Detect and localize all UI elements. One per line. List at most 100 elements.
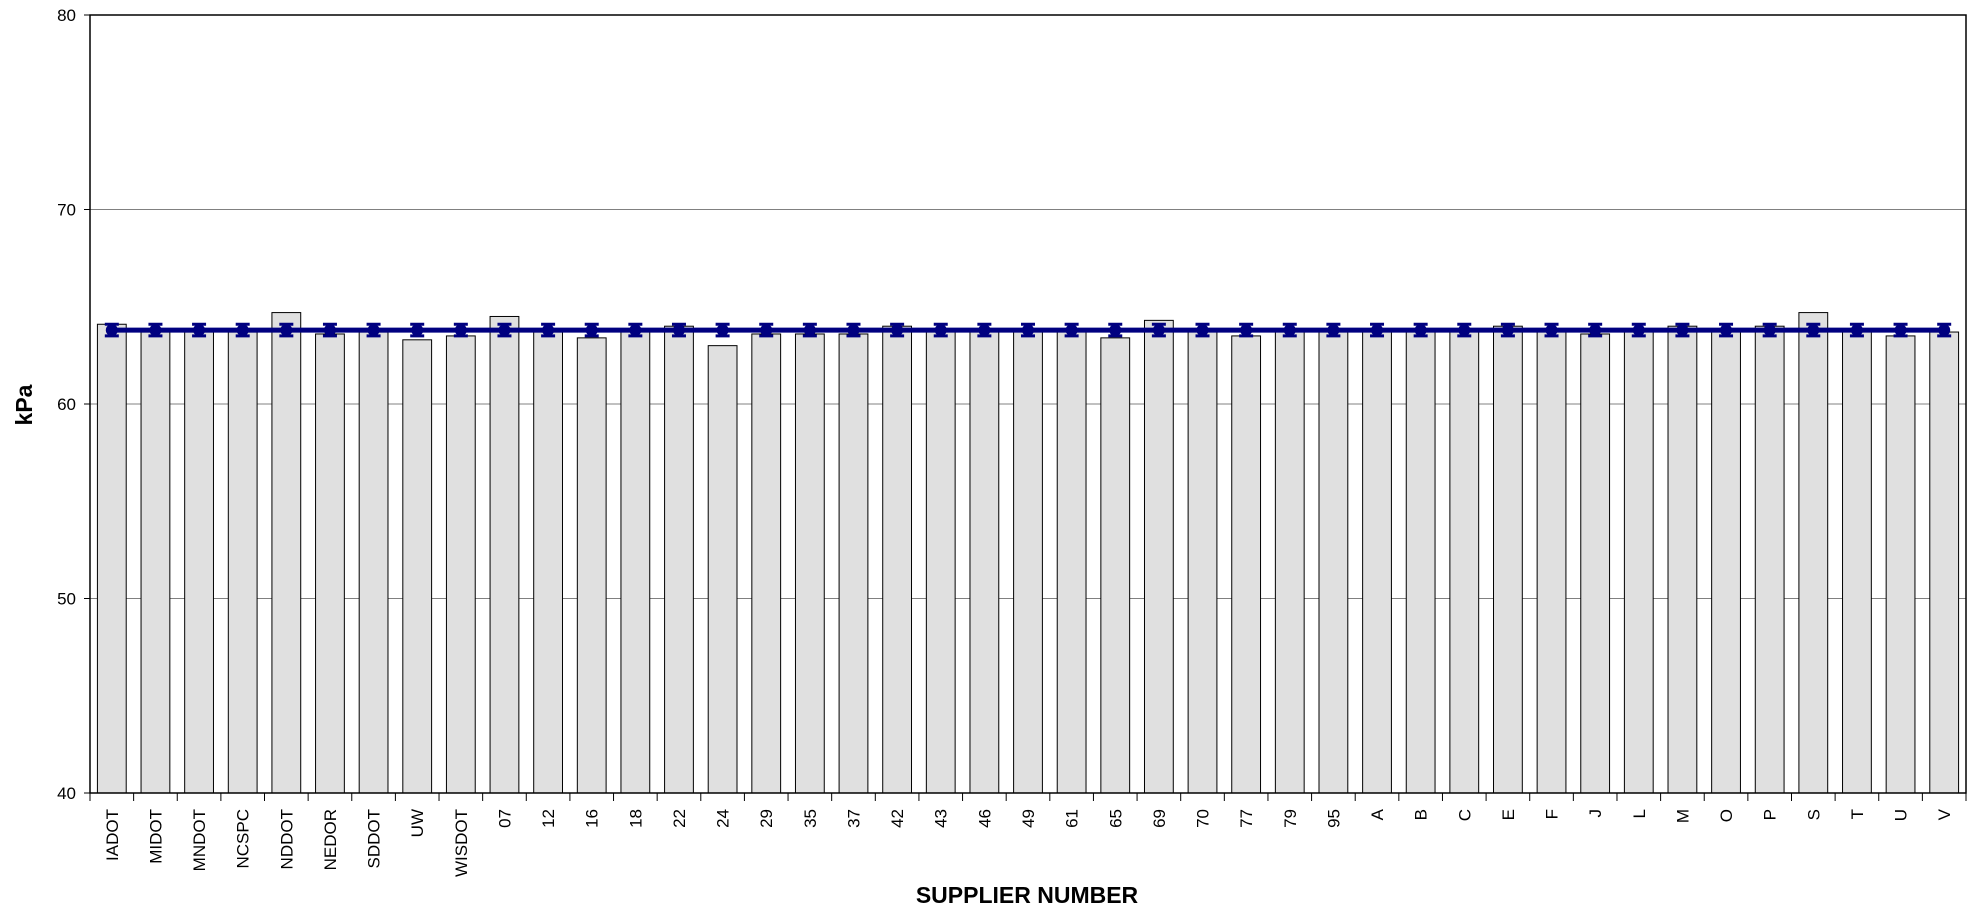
line-marker: [1152, 324, 1165, 337]
x-tick-label: 46: [975, 809, 994, 828]
line-marker: [1632, 324, 1645, 337]
line-marker: [1196, 324, 1209, 337]
line-marker: [803, 324, 816, 337]
bar: [184, 331, 214, 794]
x-tick-label: L: [1630, 809, 1649, 818]
x-tick-label: M: [1673, 809, 1692, 823]
line-marker: [193, 324, 206, 337]
bar: [1143, 319, 1174, 794]
bar: [445, 335, 476, 794]
bar: [1318, 329, 1349, 794]
bar: [1013, 329, 1043, 794]
bar: [1711, 329, 1741, 794]
line-marker: [1022, 324, 1034, 337]
x-tick-label: 16: [583, 809, 602, 828]
bar: [358, 331, 389, 794]
x-tick-label: UW: [408, 809, 427, 837]
line-marker: [1065, 324, 1078, 337]
line-marker: [323, 324, 336, 337]
line-marker: [891, 324, 904, 337]
line-marker: [1938, 324, 1951, 337]
x-tick-label: MNDOT: [190, 809, 209, 871]
y-tick-label: 80: [57, 6, 76, 25]
line-marker: [1327, 324, 1340, 337]
x-tick-label: 70: [1194, 809, 1213, 828]
line-marker: [672, 324, 685, 337]
x-tick-label: S: [1804, 809, 1823, 820]
x-tick-label: A: [1368, 808, 1387, 820]
x-tick-label: F: [1543, 809, 1562, 819]
y-tick-label: 60: [57, 395, 76, 414]
x-tick-label: E: [1499, 809, 1518, 820]
bar: [1274, 329, 1305, 794]
line-marker: [847, 324, 860, 337]
x-tick-label: MIDOT: [146, 809, 165, 864]
bar: [1798, 312, 1829, 794]
line-marker: [716, 324, 729, 337]
x-tick-label: C: [1455, 809, 1474, 821]
x-tick-label: IADOT: [103, 809, 122, 861]
bar: [1754, 325, 1785, 794]
bar: [1493, 325, 1523, 794]
x-tick-label: B: [1412, 809, 1431, 820]
x-tick-label: T: [1848, 809, 1867, 819]
y-axis-label: kPa: [11, 384, 37, 425]
line-marker: [236, 324, 249, 337]
x-tick-label: 24: [714, 809, 733, 828]
bar: [576, 337, 607, 794]
bar: [1187, 329, 1218, 794]
bar: [620, 329, 651, 794]
line-marker: [629, 324, 642, 337]
line-marker: [1589, 324, 1602, 337]
bar: [227, 331, 258, 794]
y-tick-label: 40: [57, 784, 76, 803]
bar: [1405, 329, 1436, 794]
x-tick-label: WISDOT: [452, 809, 471, 877]
line-marker: [105, 324, 118, 337]
x-tick-label: NEDOR: [321, 809, 340, 870]
line-marker: [542, 324, 555, 337]
bar: [1667, 325, 1698, 794]
plot-frame: [89, 14, 1967, 794]
line-marker: [1109, 324, 1122, 337]
bar: [1929, 331, 1960, 794]
x-tick-label: NDDOT: [277, 809, 296, 869]
line-marker: [1763, 324, 1776, 337]
line-marker: [1414, 324, 1427, 337]
bar: [1885, 335, 1916, 794]
bar: [96, 323, 127, 794]
line-marker: [978, 324, 991, 337]
x-tick-label: 49: [1019, 809, 1038, 828]
line-marker: [585, 324, 598, 337]
x-tick-label: 12: [539, 809, 558, 828]
x-tick-label: J: [1586, 809, 1605, 818]
line-marker: [1850, 324, 1863, 337]
line-marker: [1240, 324, 1253, 337]
line-marker: [1676, 324, 1689, 337]
line-marker: [1720, 324, 1733, 337]
x-tick-label: V: [1935, 808, 1954, 820]
bar: [969, 329, 1000, 794]
bar: [751, 333, 782, 794]
bar: [664, 325, 694, 794]
bar: [1362, 329, 1392, 794]
bar: [1100, 337, 1131, 794]
bar: [315, 333, 345, 794]
x-tick-label: 95: [1324, 809, 1343, 828]
x-tick-label: NCSPC: [234, 809, 253, 869]
x-tick-label: 35: [801, 809, 820, 828]
x-tick-label: 18: [626, 809, 645, 828]
y-tick-label: 50: [57, 590, 76, 609]
bar: [838, 333, 869, 794]
x-tick-label: SDDOT: [365, 809, 384, 869]
y-tick-label: 70: [57, 201, 76, 220]
x-tick-label: 43: [932, 809, 951, 828]
line-marker: [454, 324, 467, 337]
line-marker: [1458, 324, 1471, 337]
x-tick-label: 77: [1237, 809, 1256, 828]
line-marker: [1894, 324, 1907, 337]
bar: [271, 312, 302, 794]
x-axis-label: SUPPLIER NUMBER: [916, 882, 1139, 908]
x-tick-label: O: [1717, 809, 1736, 822]
